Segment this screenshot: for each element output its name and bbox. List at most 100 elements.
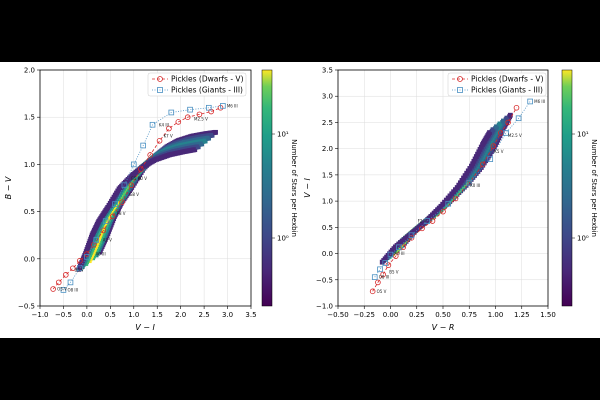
x-tick-label: 2.5 [199, 311, 210, 319]
dwarf-point [70, 265, 76, 272]
dwarf-point [175, 119, 182, 125]
dwarf-point [77, 257, 83, 264]
left-x-axis-label: V − I [135, 323, 155, 332]
right-colorbar [561, 69, 573, 307]
dwarf-point [50, 286, 56, 292]
giant-point [84, 254, 90, 260]
y-tick-label: 0.0 [322, 250, 333, 258]
density-bin [507, 112, 513, 118]
point-label: K5 V [494, 149, 503, 154]
point-label: O8 III [67, 287, 78, 292]
dwarf-point [119, 199, 125, 205]
point-label: B5 V [389, 269, 399, 274]
right-colorbar-label: Number of Stars per Hexbin [590, 139, 598, 237]
right-legend-giants-marker [457, 87, 463, 93]
point-label: M2.5 V [194, 117, 208, 122]
left-legend-giants-label: Pickles (Giants - III) [171, 86, 243, 95]
y-tick-label: 2.0 [322, 145, 333, 153]
right-x-axis-label: V − R [432, 323, 455, 332]
point-label: O5 V [57, 287, 67, 292]
point-label: O5 V [377, 289, 387, 294]
dwarf-point [166, 125, 172, 132]
giant-point [220, 103, 226, 109]
right-density-hexbins [379, 112, 513, 265]
x-tick-label: −0.5 [55, 311, 72, 319]
point-label: K7 V [164, 134, 173, 139]
density-bin [501, 118, 506, 124]
right-legend-box [447, 72, 547, 97]
x-tick-label: −0.50 [327, 311, 348, 319]
point-label: M6 III [227, 103, 238, 108]
left-legend-dwarfs-marker [157, 76, 163, 82]
dwarf-point [147, 152, 153, 158]
right-x-ticks: −0.50 −0.25 0.00 0.25 0.50 0.75 1.00 1.25 1.50 [327, 306, 556, 319]
right-legend-dwarfs-marker [457, 76, 463, 82]
y-tick-label: 2.0 [24, 67, 35, 75]
dwarf-point [400, 244, 406, 251]
giant-point [121, 182, 128, 188]
left-colorbar [261, 69, 273, 307]
giant-point [60, 287, 67, 293]
point-label: B5 V [74, 268, 84, 273]
giant-point [77, 265, 83, 272]
left-dwarfs-series [50, 104, 224, 292]
left-legend-dwarfs-label: Pickles (Dwarfs - V) [171, 75, 244, 84]
right-colorbar-tick-label-1: 10¹ [577, 131, 589, 139]
x-tick-label: −1.0 [32, 311, 49, 319]
y-tick-label: 3.5 [322, 67, 333, 75]
right-legend-giants-label: Pickles (Giants - III) [471, 86, 543, 95]
density-bin [192, 147, 198, 153]
right-legend-dwarfs-label: Pickles (Dwarfs - V) [471, 75, 544, 84]
left-density-hexbins [76, 129, 218, 272]
dwarf-point [156, 138, 163, 144]
point-label: M6 III [534, 99, 545, 104]
left-colorbar-tick-label-1: 10¹ [277, 131, 289, 139]
right-legend: Pickles (Dwarfs - V) Pickles (Giants - I… [447, 72, 547, 97]
density-bin [202, 138, 208, 144]
giant-point [371, 274, 378, 280]
dwarf-point [196, 111, 203, 118]
y-tick-label: −0.5 [316, 276, 333, 284]
right-y-ticks: −1.0 −0.5 0.0 0.5 1.0 1.5 2.0 2.5 3.0 3.5 [316, 67, 338, 311]
left-legend-giants-marker [157, 87, 163, 93]
y-tick-label: 2.5 [322, 119, 333, 127]
giant-point [515, 115, 522, 122]
right-giants-series [371, 98, 533, 280]
giant-point [140, 142, 146, 149]
dwarf-point [375, 279, 381, 286]
left-legend-box [147, 72, 247, 97]
left-colorbar-tick-label-0: 10⁰ [277, 235, 289, 243]
y-tick-label: 1.0 [322, 198, 333, 206]
giant-point [424, 218, 431, 224]
left-y-ticks: −0.5 0.0 0.5 1.0 1.5 2.0 [18, 67, 40, 311]
y-tick-label: 3.0 [322, 93, 333, 101]
x-tick-label: 0.0 [81, 311, 92, 319]
left-axes-frame [39, 69, 252, 307]
giant-point [102, 218, 109, 224]
left-panel: O5 V B5 V A2 V F8 V G8 V K0 V K7 V M2.5 V O8 III… [4, 67, 298, 333]
giant-point [93, 237, 100, 243]
left-point-labels: O5 V B5 V A2 V F8 V G8 V K0 V K7 V M2.5 V O8 III… [57, 103, 238, 292]
dwarf-point [429, 218, 436, 224]
density-bin [213, 129, 218, 135]
x-tick-label: 2.0 [175, 311, 186, 319]
x-tick-label: 1.50 [540, 311, 556, 319]
y-tick-label: 1.5 [24, 114, 35, 122]
dwarf-point [55, 279, 62, 286]
x-tick-label: 0.00 [383, 311, 399, 319]
giant-point [382, 260, 389, 266]
x-tick-label: 0.25 [409, 311, 425, 319]
dwarf-point [84, 251, 90, 257]
giant-point [205, 104, 212, 111]
dwarf-point [380, 271, 386, 278]
dwarf-point [440, 208, 446, 215]
dwarf-point [497, 130, 504, 136]
y-tick-label: 1.5 [322, 171, 333, 179]
giant-point [396, 244, 402, 251]
giant-point [466, 179, 473, 186]
point-label: G8 V [129, 192, 139, 197]
point-label: K0 III [470, 183, 480, 188]
giants-series-line [374, 101, 531, 278]
density-bin [504, 115, 510, 121]
right-panel: O5 V B5 V F2 V K5 V M2.5 V O8 III A0 III K0 III… [303, 67, 598, 333]
